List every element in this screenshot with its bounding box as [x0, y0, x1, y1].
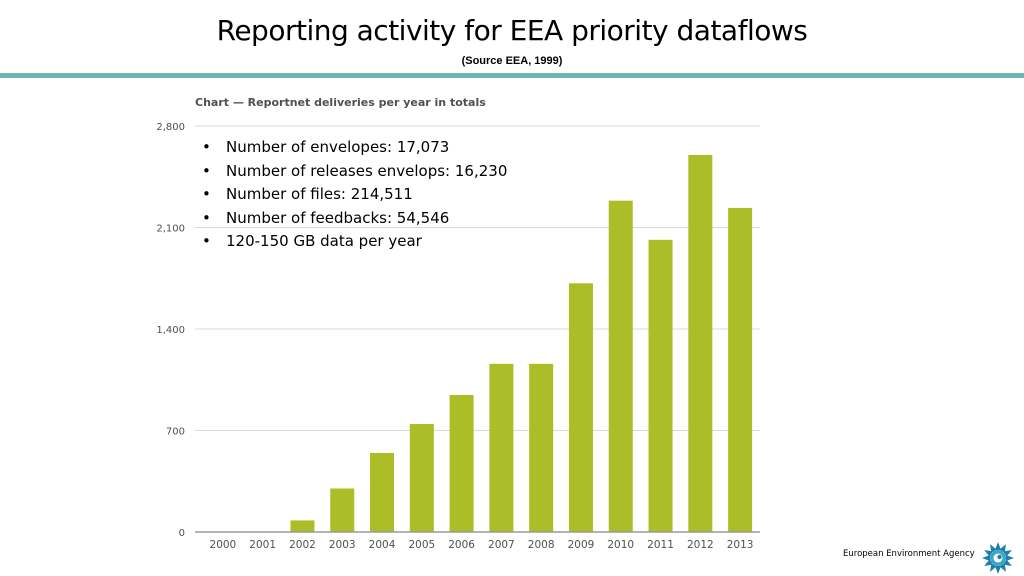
x-tick-label: 2000 [210, 539, 237, 551]
x-tick-label: 2003 [329, 539, 356, 551]
stats-item-label: Number of releases envelops: 16,230 [226, 161, 508, 180]
stats-item-feedbacks: • Number of feedbacks: 54,546 [200, 207, 507, 231]
x-tick-label: 2004 [369, 539, 396, 551]
x-tick-label: 2007 [488, 539, 515, 551]
x-tick-label: 2009 [568, 539, 595, 551]
bar [688, 155, 713, 532]
bar [648, 239, 673, 532]
x-tick-label: 2013 [727, 539, 754, 551]
bullet-icon: • [202, 138, 211, 156]
x-tick-label: 2008 [528, 539, 555, 551]
bar [489, 363, 514, 532]
bar [409, 423, 434, 532]
bullet-icon: • [202, 185, 211, 203]
y-tick-label: 1,400 [156, 325, 185, 336]
stats-item-label: Number of envelopes: 17,073 [226, 138, 450, 156]
bar [330, 488, 355, 532]
stats-item-release-envelopes: • Number of releases envelops: 16,230 [200, 160, 507, 184]
slide-title: Reporting activity for EEA priority data… [216, 14, 808, 47]
bar [449, 394, 474, 532]
bar [568, 283, 593, 532]
stats-item-envelopes: • Number of envelopes: 17,073 [200, 136, 507, 160]
y-tick-label: 2,800 [156, 122, 185, 133]
stats-item-label: Number of feedbacks: 54,546 [226, 208, 450, 227]
stats-list: • Number of envelopes: 17,073 • Number of … [200, 136, 507, 254]
bar [728, 207, 753, 533]
x-tick-label: 2005 [408, 539, 435, 551]
agency-name: European Environment Agency [843, 549, 975, 559]
x-tick-label: 2002 [289, 539, 316, 551]
bullet-icon: • [202, 232, 211, 250]
chart-title: Chart — Reportnet deliveries per year in… [195, 96, 486, 109]
stats-item-data-volume: • 120-150 GB data per year [200, 230, 507, 254]
agency-footer: European Environment Agency [843, 541, 1023, 574]
x-tick-label: 2012 [687, 539, 714, 551]
x-tick-label: 2006 [448, 539, 475, 551]
x-tick-label: 2011 [647, 539, 674, 551]
stats-item-files: • Number of files: 214,511 [200, 183, 507, 207]
bar [529, 363, 554, 532]
y-tick-label: 2,100 [156, 224, 185, 235]
slide-subtitle: (Source EEA, 1999) [461, 55, 563, 67]
bar-chart: 0 700 1,400 2,100 2,800 2000 2001 2002 2003 2004 2… [156, 122, 760, 551]
chart-panel: 0 700 1,400 2,100 2,800 2000 2001 2002 2003 2004 2… [148, 86, 768, 556]
y-tick-label: 0 [179, 528, 185, 539]
x-tick-label: 2001 [249, 539, 276, 551]
bar [608, 200, 633, 533]
eea-logo-icon[interactable] [980, 541, 1016, 575]
bullet-icon: • [202, 161, 211, 180]
bullet-icon: • [202, 208, 211, 227]
bar [370, 452, 395, 532]
stats-item-label: Number of files: 214,511 [226, 185, 413, 203]
bar [290, 520, 315, 532]
stats-item-label: 120-150 GB data per year [226, 232, 422, 250]
title-divider [0, 73, 1024, 78]
x-tick-label: 2010 [607, 539, 634, 551]
y-tick-label: 700 [166, 427, 185, 438]
